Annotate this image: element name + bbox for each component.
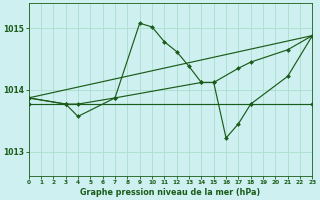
X-axis label: Graphe pression niveau de la mer (hPa): Graphe pression niveau de la mer (hPa) [80, 188, 261, 197]
